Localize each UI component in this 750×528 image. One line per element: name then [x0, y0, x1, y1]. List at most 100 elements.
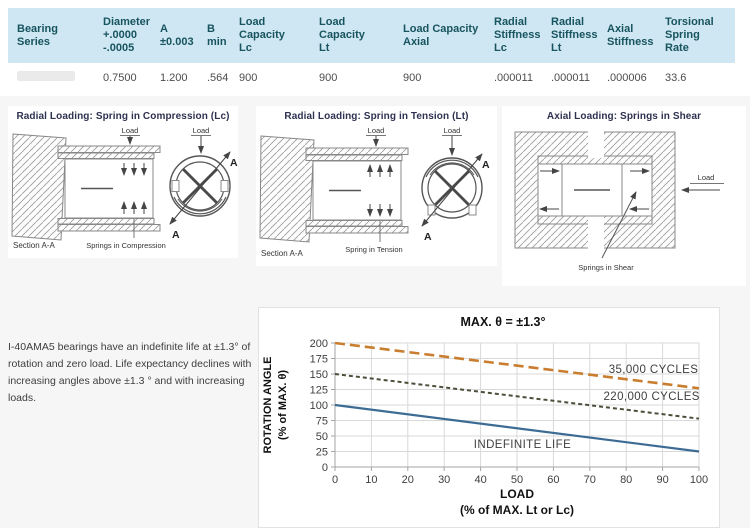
front-view: A A Load [169, 126, 238, 241]
diagram-shear-drawing: Springs in Shear Load [514, 131, 724, 272]
a-label: A [482, 159, 490, 171]
col-label: Torsional Spring Rate [665, 16, 714, 54]
spring-label: Springs in Shear [578, 263, 634, 272]
y-tick-label: 150 [310, 369, 328, 381]
rotation-vs-load-chart-card: 0 10 20 30 40 50 60 70 80 90 100 0 25 50 75 100 125 150 17… [258, 307, 720, 528]
cell-radial-stiffness-lt: .000011 [542, 63, 598, 92]
notch [171, 180, 180, 192]
diagram-axial-shear: Axial Loading: Springs in Shear Springs … [502, 106, 746, 286]
cell-load-capacity-lt: 900 [310, 63, 394, 92]
col-load-capacity-lc: Load Capacity Lc [230, 8, 310, 63]
a-label: A [424, 231, 432, 243]
series-label: 220,000 CYCLES [603, 391, 699, 403]
notch [468, 204, 477, 216]
col-load-capacity-axial: Load Capacity Axial [394, 8, 485, 63]
col-label: Axial Stiffness [607, 22, 654, 48]
notch [220, 180, 229, 192]
load-label: Load [368, 126, 385, 135]
col-label: Radial Stiffness Lt [551, 16, 598, 54]
cell-load-capacity-axial: 900 [394, 63, 485, 92]
tension-arrows [367, 164, 393, 217]
x-tick-label: 90 [656, 474, 668, 486]
section-cut-arrow [421, 153, 483, 227]
spec-table: Bearing Series Diameter +.0000 -.0005 A … [8, 8, 735, 92]
x-axis-title-sub: (% of MAX. Lt or Lc) [460, 503, 574, 517]
x-tick-label: 0 [332, 474, 338, 486]
housing-split [588, 216, 604, 249]
cell-torsional-spring-rate: 33.6 [656, 63, 735, 92]
y-tick-label: 200 [310, 338, 328, 350]
y-tick-label: 175 [310, 354, 328, 366]
compression-arrows [121, 163, 147, 214]
col-label: B min [207, 22, 227, 48]
diagram-radial-compression: Radial Loading: Spring in Compression (L… [8, 106, 238, 258]
x-tick-label: 100 [690, 474, 708, 486]
x-tick-label: 40 [474, 474, 486, 486]
col-b-min: B min [198, 8, 230, 63]
col-radial-stiffness-lc: Radial Stiffness Lc [485, 8, 542, 63]
col-label: Load Capacity Lc [239, 16, 285, 54]
notch [427, 204, 436, 216]
load-label: Load [444, 126, 461, 135]
series-label: 35,000 CYCLES [609, 364, 699, 376]
life-expectancy-note: I-40AMA5 bearings have an indefinite lif… [8, 340, 252, 404]
section-label: Section A-A [261, 249, 303, 258]
chart-title: MAX. θ = ±1.3° [461, 315, 546, 329]
diagram-title: Axial Loading: Springs in Shear [546, 111, 702, 122]
col-label: Radial Stiffness Lc [494, 16, 541, 54]
load-label: Load [122, 126, 139, 135]
col-bearing-series: Bearing Series [8, 8, 94, 63]
load-label: Load [193, 126, 210, 135]
col-label: A ±0.003 [160, 22, 194, 48]
shear-arrows [539, 168, 650, 212]
load-label: Load [698, 173, 715, 182]
bearing-series-link[interactable] [17, 71, 75, 81]
col-diameter: Diameter +.0000 -.0005 [94, 8, 151, 63]
col-label: Load Capacity Lt [319, 16, 365, 54]
series-line [334, 373, 700, 420]
cell-a: 1.200 [151, 63, 198, 92]
series-label: INDEFINITE LIFE [474, 439, 571, 451]
diagram-title: Radial Loading: Spring in Compression (L… [16, 111, 230, 122]
x-tick-label: 70 [584, 474, 596, 486]
y-tick-label: 50 [316, 431, 328, 443]
section-view: Load Spring in Tension Section A-A [259, 126, 409, 258]
diagram-title: Radial Loading: Spring in Tension (Lt) [284, 111, 469, 122]
cell-diameter: 0.7500 [94, 63, 151, 92]
rotation-vs-load-chart: 0 10 20 30 40 50 60 70 80 90 100 0 25 50 75 100 125 150 17… [262, 315, 708, 517]
section-view: Springs in Shear Load [514, 131, 724, 272]
x-axis-title: LOAD [500, 487, 534, 501]
x-tick-label: 80 [620, 474, 632, 486]
cell-axial-stiffness: .000006 [598, 63, 656, 92]
y-tick-label: 100 [310, 400, 328, 412]
y-tick-label: 25 [316, 447, 328, 459]
spring-label: Springs in Compression [86, 241, 166, 250]
col-axial-stiffness: Axial Stiffness [598, 8, 656, 63]
diagram-compression-drawing: Load Springs in Compression Section A-A … [11, 126, 238, 250]
x-tick-label: 20 [402, 474, 414, 486]
col-label: Bearing Series [17, 22, 58, 48]
x-tick-label: 10 [365, 474, 377, 486]
a-label: A [230, 157, 238, 169]
housing-split [588, 131, 604, 158]
y-axis-title-sub: (% of MAX. θ) [277, 370, 289, 440]
series-line [334, 341, 700, 390]
x-tick-label: 50 [511, 474, 523, 486]
y-axis-title: ROTATION ANGLE [262, 357, 274, 454]
spring-label: Spring in Tension [345, 245, 402, 254]
a-label: A [172, 229, 180, 241]
col-radial-stiffness-lt: Radial Stiffness Lt [542, 8, 598, 63]
y-tick-label: 125 [310, 385, 328, 397]
diagram-radial-tension: Radial Loading: Spring in Tension (Lt) [256, 106, 497, 266]
table-header-row: Bearing Series Diameter +.0000 -.0005 A … [8, 8, 735, 63]
cell-load-capacity-lc: 900 [230, 63, 310, 92]
col-load-capacity-lt: Load Capacity Lt [310, 8, 394, 63]
col-a: A ±0.003 [151, 8, 198, 63]
col-label: Diameter +.0000 -.0005 [103, 16, 151, 54]
cell-bearing-series [8, 63, 94, 92]
cell-radial-stiffness-lc: .000011 [485, 63, 542, 92]
x-tick-label: 30 [438, 474, 450, 486]
y-tick-label: 0 [322, 462, 328, 474]
col-label: Load Capacity Axial [403, 22, 479, 48]
section-cut-arrow [169, 151, 231, 225]
